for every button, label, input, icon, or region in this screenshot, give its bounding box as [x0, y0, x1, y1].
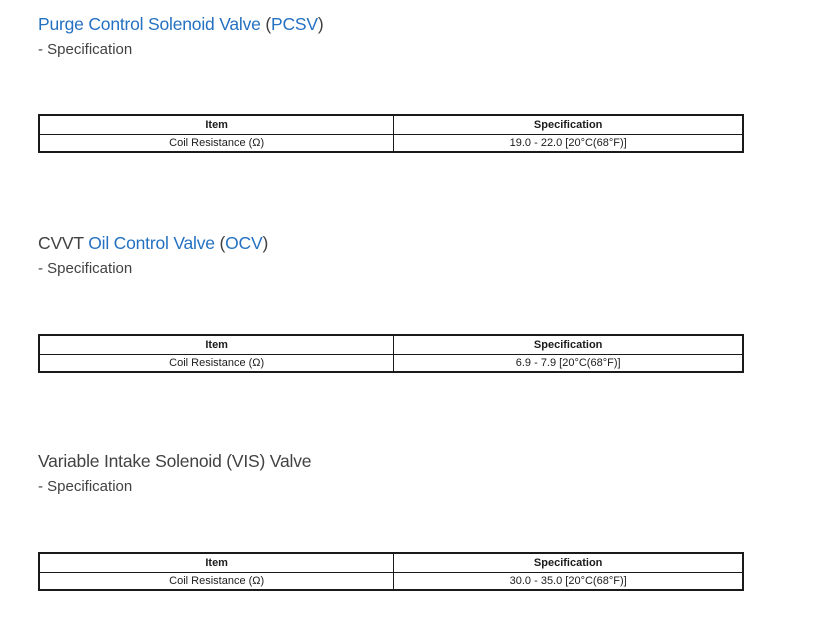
- table-header-row: Item Specification: [38, 334, 744, 355]
- section-vis: Variable Intake Solenoid (VIS) Valve - S…: [38, 373, 744, 591]
- cell-specification: 19.0 - 22.0 [20°C(68°F)]: [393, 134, 744, 153]
- table-header-row: Item Specification: [38, 114, 744, 135]
- cell-specification: 30.0 - 35.0 [20°C(68°F)]: [393, 572, 744, 591]
- heading-text: (: [265, 14, 271, 34]
- heading-text: CVVT: [38, 233, 89, 253]
- col-header-specification: Specification: [393, 114, 744, 135]
- table-header-row: Item Specification: [38, 552, 744, 573]
- section-ocv: CVVT Oil Control Valve (OCV) - Specifica…: [38, 153, 744, 373]
- table-row: Coil Resistance (Ω) 6.9 - 7.9 [20°C(68°F…: [38, 354, 744, 373]
- section-subtitle: - Specification: [38, 478, 133, 495]
- section-pcsv: Purge Control Solenoid Valve (PCSV) - Sp…: [38, 0, 744, 153]
- cell-specification: 6.9 - 7.9 [20°C(68°F)]: [393, 354, 744, 373]
- heading-text: ): [262, 233, 269, 253]
- document-content: Purge Control Solenoid Valve (PCSV) - Sp…: [38, 0, 744, 591]
- section-heading: Variable Intake Solenoid (VIS) Valve: [38, 373, 744, 472]
- spec-table: Item Specification Coil Resistance (Ω) 1…: [38, 114, 744, 153]
- spec-table: Item Specification Coil Resistance (Ω) 6…: [38, 334, 744, 373]
- table-row: Coil Resistance (Ω) 19.0 - 22.0 [20°C(68…: [38, 134, 744, 153]
- col-header-item: Item: [38, 552, 395, 573]
- col-header-item: Item: [38, 334, 395, 355]
- heading-link[interactable]: OCV: [225, 233, 263, 253]
- heading-link[interactable]: Oil Control Valve: [88, 233, 220, 253]
- heading-link[interactable]: Purge Control Solenoid Valve: [38, 14, 266, 34]
- heading-text: (: [219, 233, 226, 253]
- heading-link[interactable]: PCSV: [271, 14, 318, 34]
- section-heading: CVVT Oil Control Valve (OCV): [38, 153, 744, 254]
- cell-item: Coil Resistance (Ω): [38, 572, 395, 591]
- spec-table: Item Specification Coil Resistance (Ω) 3…: [38, 552, 744, 591]
- section-subtitle: - Specification: [38, 260, 133, 277]
- cell-item: Coil Resistance (Ω): [38, 134, 395, 153]
- col-header-specification: Specification: [393, 334, 744, 355]
- section-heading: Purge Control Solenoid Valve (PCSV): [38, 0, 744, 35]
- table-row: Coil Resistance (Ω) 30.0 - 35.0 [20°C(68…: [38, 572, 744, 591]
- cell-item: Coil Resistance (Ω): [38, 354, 395, 373]
- col-header-item: Item: [38, 114, 395, 135]
- heading-text: Variable Intake Solenoid (VIS) Valve: [38, 451, 312, 471]
- heading-text: ): [317, 14, 324, 34]
- col-header-specification: Specification: [393, 552, 744, 573]
- section-subtitle: - Specification: [38, 41, 133, 58]
